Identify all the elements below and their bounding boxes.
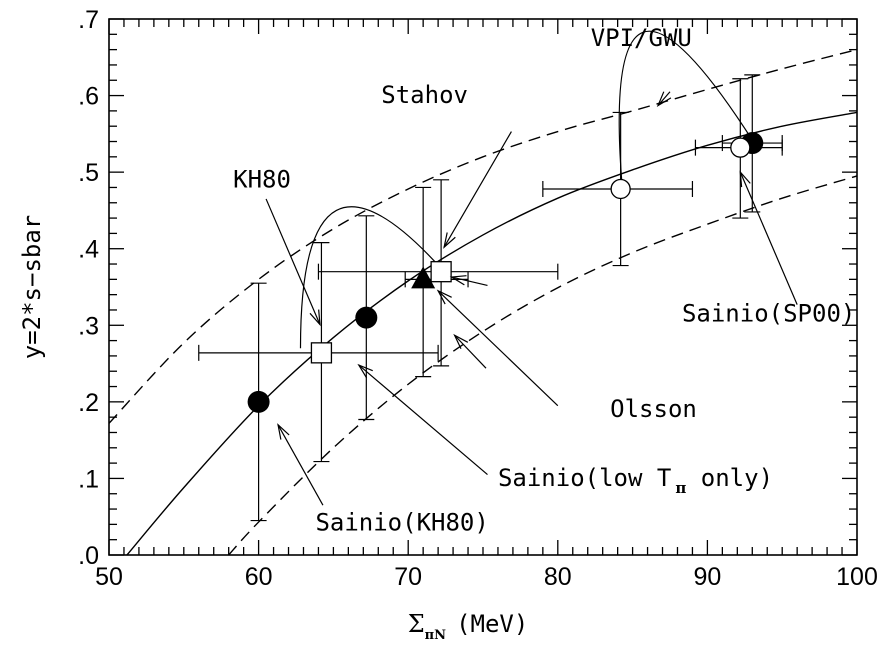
data-point-filled-circle [355,306,378,329]
x-axis-symbol: Σ [408,610,425,638]
y-tick-label: .2 [78,389,99,417]
annotation-arrow-0 [657,91,671,106]
y-tick-label: .7 [78,6,99,34]
annotation-arrow-1 [443,131,512,248]
extra-arrow-1-head [449,275,467,286]
extra-arrow-0-head [453,333,469,350]
y-tick-label: .0 [78,542,99,570]
points-layer [198,74,783,522]
y-tick-label: .5 [78,159,99,187]
y-tick-label: .3 [78,312,99,340]
data-point-open-square [430,261,452,283]
curve-solid-0 [126,111,857,555]
extra-arrow-1 [451,276,488,287]
annotation-label: Olsson [610,395,697,423]
y-tick-label: .1 [78,465,99,493]
data-point-open-square [310,342,333,364]
annotation-arrow-5-head [357,363,373,379]
curve-dashed-1 [109,48,857,424]
annotation-label: KH80 [233,165,291,193]
annotation-text: Sainio(KH80) [315,508,488,536]
data-point-filled-circle [247,390,270,413]
annotation-arrow-5 [358,364,488,476]
annotation-arrow-3-head [739,170,751,188]
annotation-label: Sainio(KH80) [315,508,488,536]
y-tick-label: .6 [78,83,99,111]
annotation-text: KH80 [233,165,291,193]
axes-layer: 50 60 70 80 90 100 .0 .1 .2 .3 .4 .5 .6 .7 [78,6,878,591]
x-tick-label: 90 [693,563,721,591]
annotation-text: Sainio(SP00) [682,299,855,327]
x-tick-label: 50 [95,563,123,591]
annotation-arrow-3 [739,171,798,305]
x-tick-label: 70 [394,563,422,591]
x-tick-label: 100 [836,563,878,591]
x-axis-subscript: πN [425,628,447,643]
annotation-text: VPI/GWU [591,24,692,52]
loop-arrow-1 [299,206,445,349]
curves-layer [109,48,857,555]
arrows-layer [265,91,798,506]
extra-arrow-0 [454,334,487,369]
annotation-text: Stahov [381,81,468,109]
data-point-open-circle [730,137,751,158]
data-point-open-circle [610,178,631,200]
x-tick-label: 80 [544,563,572,591]
annotation-arrow-6-head [277,423,290,440]
labels-layer: VPI/GWU Stahov KH80 Sainio(SP00) Olsson Saini… [233,24,855,537]
x-axis-units: (MeV) [456,610,528,638]
annotation-text: Sainio(low T [498,464,671,492]
data-point-filled-triangle [411,266,436,289]
y-tick-label: .4 [78,236,99,264]
annotation-arrow-6 [277,424,324,506]
loop-arrow-0 [618,30,750,186]
x-axis-title: ΣπN (MeV) [408,610,529,643]
loops-layer [299,30,750,349]
annotation-arrow-2 [265,198,321,325]
annotation-label: Stahov [381,81,468,109]
annotation-arrow-2-head [309,309,321,327]
annotation-text: Olsson [610,395,697,423]
x-tick-label: 60 [245,563,273,591]
annotation-label: VPI/GWU [591,24,692,52]
annotation-subscript: π [675,479,686,497]
curve-dashed-2 [228,175,857,555]
y-axis-title: y=2*s−sbar [18,215,46,360]
annotation-label: Sainio(SP00) [682,299,855,327]
annotation-arrow-4-head [436,289,452,305]
annotation-tail: only) [686,464,773,492]
annotation-arrow-1-head [443,232,456,249]
annotation-arrow-0-head [656,91,672,107]
annotation-arrow-4 [437,290,559,407]
